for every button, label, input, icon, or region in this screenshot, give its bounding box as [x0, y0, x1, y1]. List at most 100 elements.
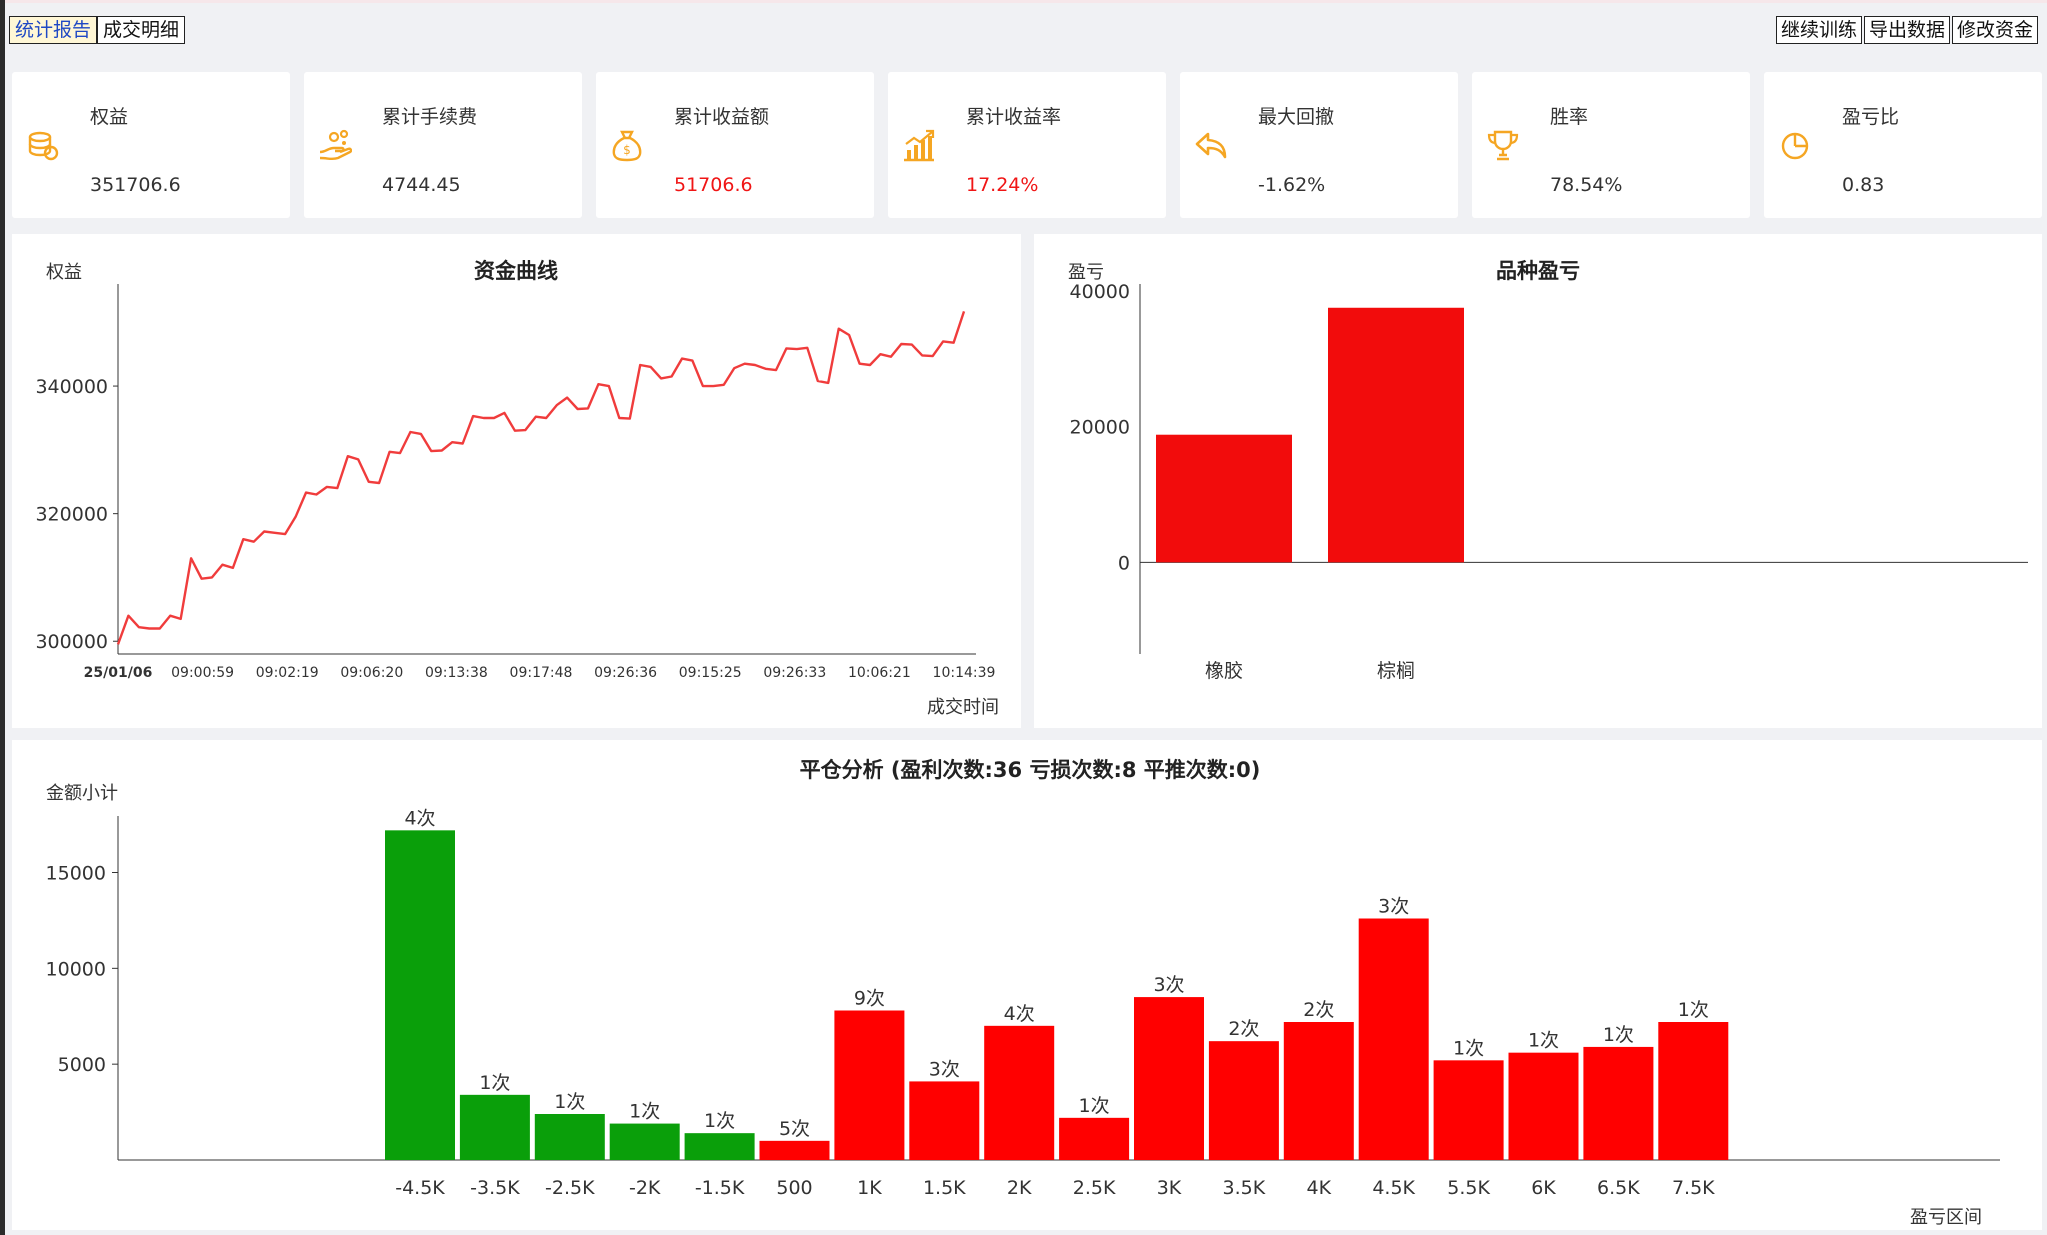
- undo-arrow-icon: [1194, 128, 1228, 162]
- x-tick-label: 7.5K: [1672, 1177, 1715, 1199]
- y-tick-label: 40000: [1070, 281, 1130, 303]
- stat-label: 权益: [90, 106, 129, 128]
- x-tick-label: 09:26:36: [594, 665, 657, 681]
- close-bar: [1134, 997, 1204, 1160]
- action-buttons: 继续训练 导出数据 修改资金: [1775, 16, 2038, 44]
- y-tick-label: 340000: [35, 376, 108, 398]
- stat-label: 盈亏比: [1842, 106, 1900, 128]
- x-tick-label: -2.5K: [545, 1177, 595, 1199]
- close-bar: [834, 1010, 905, 1160]
- y-tick-label: 15000: [46, 863, 106, 885]
- close-bar: [909, 1081, 980, 1160]
- bar-count-label: 4次: [404, 807, 435, 829]
- chart-title: 平仓分析 (盈利次数:36 亏损次数:8 平推次数:0): [800, 758, 1261, 782]
- stat-label: 累计收益率: [966, 106, 1062, 128]
- continue-training-button[interactable]: 继续训练: [1775, 16, 1862, 44]
- close-bar: [609, 1123, 680, 1160]
- close-bar: [759, 1140, 830, 1160]
- stat-card: 盈亏比 0.83: [1764, 72, 2042, 218]
- y-tick-label: 10000: [46, 958, 106, 980]
- x-tick-label: 10:14:39: [933, 665, 996, 681]
- bar-count-label: 3次: [929, 1058, 960, 1080]
- close-bar: [984, 1025, 1055, 1160]
- bar-count-label: 1次: [1603, 1024, 1634, 1046]
- stat-label: 累计手续费: [382, 106, 478, 128]
- tab-report[interactable]: 统计报告: [9, 16, 98, 44]
- bar-count-label: 9次: [854, 988, 885, 1010]
- stat-value: -1.62%: [1258, 174, 1326, 196]
- bar-count-label: 1次: [1079, 1095, 1110, 1117]
- bar-count-label: 1次: [1528, 1030, 1559, 1052]
- close-bar: [459, 1094, 530, 1160]
- modify-funds-button[interactable]: 修改资金: [1951, 16, 2038, 44]
- stat-value: 51706.6: [674, 174, 753, 196]
- x-axis-label: 盈亏区间: [1910, 1207, 1982, 1228]
- x-tick-label: -4.5K: [395, 1177, 445, 1199]
- bar-count-label: 4次: [1004, 1003, 1035, 1025]
- bar-count-label: 1次: [1453, 1037, 1484, 1059]
- bar-count-label: 2次: [1303, 999, 1334, 1021]
- close-bar: [684, 1133, 755, 1160]
- top-border: [5, 0, 2047, 3]
- pie-icon: [1778, 128, 1812, 162]
- x-tick-label: 橡胶: [1205, 660, 1243, 682]
- stat-value: 78.54%: [1550, 174, 1623, 196]
- x-tick-label: 棕榈: [1377, 660, 1415, 682]
- window-left-edge: [0, 0, 5, 1235]
- stat-label: 胜率: [1550, 106, 1589, 128]
- x-tick-label: 09:00:59: [171, 665, 234, 681]
- x-tick-label: 2.5K: [1073, 1177, 1116, 1199]
- bar-count-label: 3次: [1378, 896, 1409, 918]
- x-tick-label: -3.5K: [470, 1177, 520, 1199]
- y-axis-label: 盈亏: [1068, 262, 1104, 283]
- close-bar: [1433, 1060, 1504, 1160]
- x-tick-label: 4K: [1307, 1177, 1332, 1199]
- x-tick-label: 6.5K: [1597, 1177, 1640, 1199]
- x-tick-label: 1.5K: [923, 1177, 966, 1199]
- bar-count-label: 5次: [779, 1118, 810, 1140]
- bar-growth-icon: [902, 128, 936, 162]
- x-tick-label: 10:06:21: [848, 665, 911, 681]
- y-tick-label: 20000: [1070, 417, 1130, 439]
- y-tick-label: 0: [1118, 552, 1130, 574]
- x-tick-label: 500: [776, 1177, 812, 1199]
- stat-value: 4744.45: [382, 174, 461, 196]
- bar-count-label: 1次: [629, 1101, 660, 1123]
- stat-value: 351706.6: [90, 174, 181, 196]
- tab-trade-detail[interactable]: 成交明细: [97, 16, 186, 44]
- stat-value: 17.24%: [966, 174, 1039, 196]
- y-tick-label: 320000: [35, 504, 108, 526]
- chart-title: 品种盈亏: [1496, 259, 1580, 283]
- x-tick-label: 1K: [857, 1177, 882, 1199]
- close-bar: [1358, 918, 1429, 1160]
- close-bar: [1208, 1041, 1279, 1160]
- x-tick-label: 3K: [1157, 1177, 1182, 1199]
- bar-count-label: 3次: [1153, 974, 1184, 996]
- x-tick-label: 2K: [1007, 1177, 1032, 1199]
- stat-card: $ 累计收益额 51706.6: [596, 72, 874, 218]
- y-tick-label: 300000: [35, 631, 108, 653]
- bar-count-label: 1次: [1678, 999, 1709, 1021]
- x-axis-label: 成交时间: [927, 697, 999, 718]
- variety-pnl-chart: 盈亏 品种盈亏 0 20000 40000 橡胶 棕榈: [1068, 259, 2028, 682]
- stat-card: 胜率 78.54%: [1472, 72, 1750, 218]
- export-data-button[interactable]: 导出数据: [1863, 16, 1950, 44]
- x-tick-label: 09:02:19: [256, 665, 319, 681]
- x-tick-label: -2K: [629, 1177, 661, 1199]
- stat-label: 最大回撤: [1258, 106, 1335, 128]
- x-tick-label: -1.5K: [695, 1177, 745, 1199]
- x-tick-label: 25/01/06: [84, 665, 153, 681]
- bar-count-label: 1次: [479, 1072, 510, 1094]
- close-bar: [1059, 1117, 1130, 1160]
- stat-card: 累计收益率 17.24%: [888, 72, 1166, 218]
- stat-card: 累计手续费 4744.45: [304, 72, 582, 218]
- stat-card: 权益 351706.6: [12, 72, 290, 218]
- x-tick-label: 09:17:48: [510, 665, 573, 681]
- bar-count-label: 1次: [704, 1110, 735, 1132]
- y-axis-label: 权益: [46, 262, 82, 283]
- equity-line: [116, 311, 966, 645]
- x-tick-label: 09:15:25: [679, 665, 742, 681]
- close-bar: [1508, 1052, 1579, 1160]
- x-tick-label: 6K: [1531, 1177, 1556, 1199]
- x-tick-label: 5.5K: [1447, 1177, 1490, 1199]
